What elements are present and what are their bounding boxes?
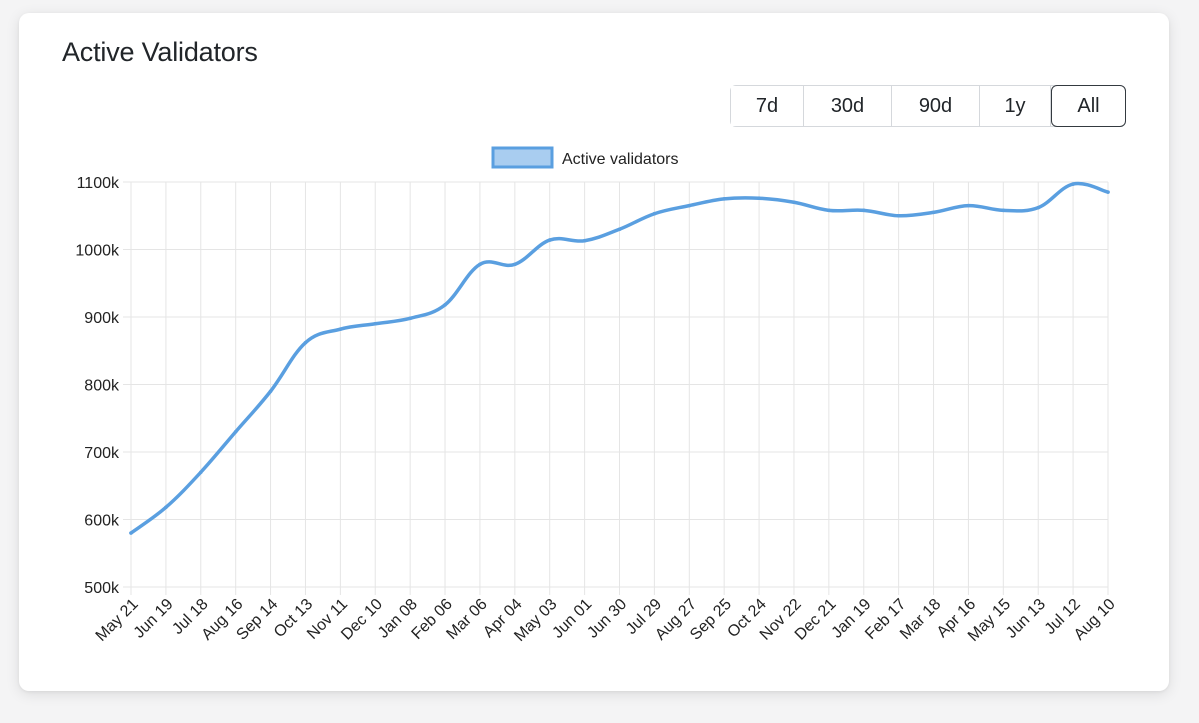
y-tick-label: 700k <box>84 445 120 462</box>
x-tick-label: Jun 19 <box>131 596 177 642</box>
data-point <box>1001 208 1006 213</box>
data-point <box>722 197 726 201</box>
data-point <box>687 203 692 208</box>
card-title: Active Validators <box>62 37 258 67</box>
range-all-button[interactable]: All <box>1051 85 1126 127</box>
data-point <box>1036 205 1041 210</box>
y-tick-label: 800k <box>84 378 120 395</box>
data-point <box>896 213 901 218</box>
range-7d-button[interactable]: 7d <box>731 86 804 126</box>
data-point <box>792 200 796 205</box>
x-tick-label: May 21 <box>93 596 142 645</box>
range-30d-button[interactable]: 30d <box>804 86 892 126</box>
data-point <box>966 203 971 208</box>
data-point <box>233 429 238 434</box>
data-point <box>164 505 168 510</box>
data-point <box>547 238 552 242</box>
y-tick-label: 1100k <box>77 175 120 192</box>
data-point <box>198 470 203 475</box>
legend[interactable]: Active validators <box>491 146 679 169</box>
legend-swatch <box>491 146 554 169</box>
x-tick-label: Jun 30 <box>584 596 630 642</box>
series-layer <box>129 181 1110 535</box>
data-point <box>827 208 831 213</box>
range-1y-button[interactable]: 1y <box>980 86 1051 126</box>
data-point <box>1106 190 1110 194</box>
data-point <box>129 531 133 535</box>
data-point <box>652 211 657 216</box>
data-point <box>757 196 761 200</box>
data-point <box>303 340 308 345</box>
legend-label: Active validators <box>562 151 679 168</box>
data-point <box>582 238 587 243</box>
x-tick-label: Jun 13 <box>1003 596 1049 642</box>
data-point <box>338 327 343 331</box>
data-point <box>478 262 482 267</box>
time-range-selector: 7d 30d 90d 1y All <box>730 85 1126 127</box>
data-point <box>408 316 412 321</box>
data-point <box>1071 182 1075 186</box>
y-tick-label: 600k <box>84 513 120 530</box>
data-point <box>931 210 936 215</box>
data-point <box>268 389 273 394</box>
y-tick-label: 500k <box>84 580 120 597</box>
data-point <box>443 303 447 307</box>
chart-card: Active Validators 7d 30d 90d 1y All <box>19 13 1169 691</box>
data-point <box>617 227 622 232</box>
y-tick-label: 1000k <box>75 243 120 260</box>
range-90d-button[interactable]: 90d <box>892 86 980 126</box>
data-point <box>861 208 866 213</box>
y-tick-label: 900k <box>84 310 120 327</box>
data-point <box>513 262 517 267</box>
data-point <box>373 321 378 326</box>
